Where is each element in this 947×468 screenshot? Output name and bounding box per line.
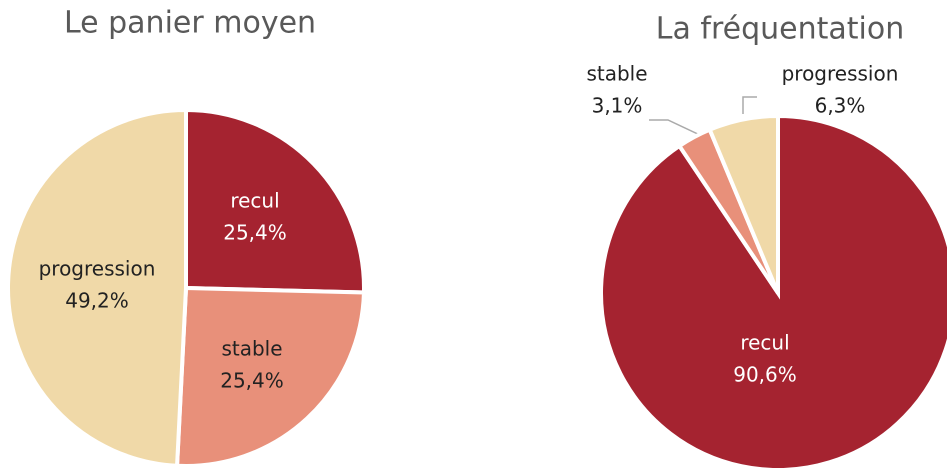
chart-title: Le panier moyen xyxy=(64,6,316,41)
slice-label: progression xyxy=(39,257,156,281)
slice-value: 90,6% xyxy=(733,363,797,387)
pie-slice xyxy=(707,113,780,294)
pie-slice xyxy=(174,285,366,468)
pie-slice xyxy=(184,107,366,295)
slice-value: 3,1% xyxy=(592,94,643,118)
slice-value: 25,4% xyxy=(223,221,287,245)
slice-label: recul xyxy=(230,189,279,213)
slice-label: progression xyxy=(782,62,899,86)
chart-title: La fréquentation xyxy=(656,12,904,47)
leader-line xyxy=(742,96,757,114)
pie-slice xyxy=(599,113,947,468)
slice-value: 25,4% xyxy=(220,369,284,393)
slice-label: recul xyxy=(740,331,789,355)
slice-value: 49,2% xyxy=(65,289,129,313)
slice-value: 6,3% xyxy=(815,94,866,118)
slice-label: stable xyxy=(586,62,647,86)
leader-line xyxy=(649,119,703,137)
pie-slice xyxy=(6,107,188,468)
slice-label: stable xyxy=(221,337,282,361)
